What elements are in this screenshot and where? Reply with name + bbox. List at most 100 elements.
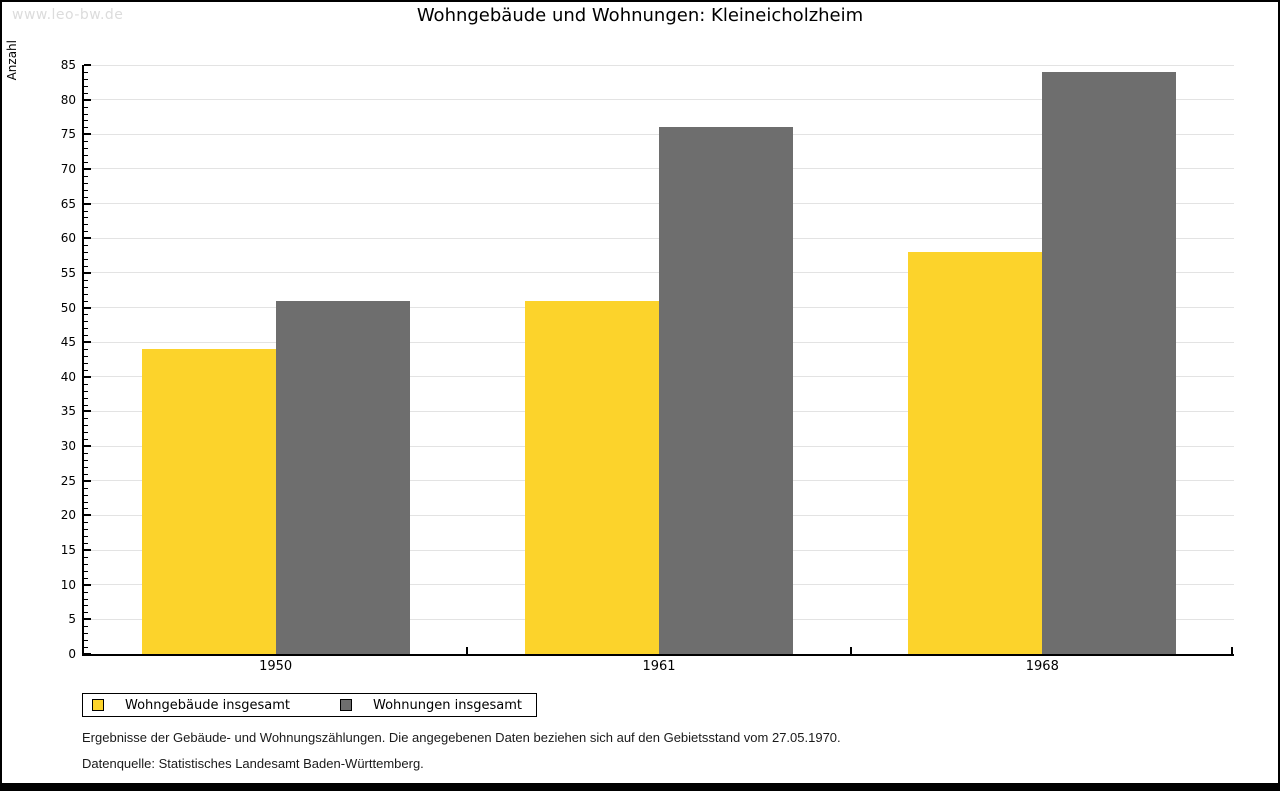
y-minor-tick (84, 626, 88, 628)
y-minor-tick (84, 127, 88, 129)
y-minor-tick (84, 92, 88, 94)
y-minor-tick (84, 404, 88, 406)
y-tick-label: 0 (68, 647, 76, 661)
y-minor-tick (84, 397, 88, 399)
legend-label-wohngebaeude: Wohngebäude insgesamt (125, 697, 290, 713)
y-minor-tick (84, 279, 88, 281)
y-major-tick (84, 618, 91, 621)
footnote-line-1: Ergebnisse der Gebäude- und Wohnungszähl… (82, 730, 841, 745)
gridline (84, 64, 1234, 66)
y-axis-label: Anzahl (5, 40, 19, 81)
x-tick (466, 647, 469, 654)
x-tick (849, 647, 852, 654)
y-tick-label: 25 (60, 473, 76, 488)
y-minor-tick (84, 335, 88, 337)
y-minor-tick (84, 224, 88, 226)
y-major-tick (84, 549, 91, 552)
y-minor-tick (84, 265, 88, 267)
legend-label-wohnungen: Wohnungen insgesamt (373, 697, 522, 713)
bar-wohnungen-1950 (275, 300, 410, 654)
footnote-line-2: Datenquelle: Statistisches Landesamt Bad… (82, 756, 424, 771)
y-tick-label: 85 (60, 58, 76, 72)
y-major-tick (84, 98, 91, 101)
y-minor-tick (84, 529, 88, 531)
y-major-tick (84, 341, 91, 344)
y-minor-tick (84, 286, 88, 288)
y-minor-tick (84, 120, 88, 122)
y-minor-tick (84, 425, 88, 427)
y-tick-label: 75 (60, 127, 76, 142)
x-tick-label: 1961 (642, 659, 676, 674)
y-major-tick (84, 306, 91, 309)
y-minor-tick (84, 383, 88, 385)
y-major-tick (84, 410, 91, 413)
bar-wohngebaeude-1968 (908, 252, 1043, 654)
y-minor-tick (84, 106, 88, 108)
y-major-tick (84, 514, 91, 517)
x-tick-label: 1968 (1025, 659, 1059, 674)
y-minor-tick (84, 369, 88, 371)
y-minor-tick (84, 487, 88, 489)
y-minor-tick (84, 314, 88, 316)
y-minor-tick (84, 71, 88, 73)
watermark: www.leo-bw.de (12, 7, 124, 23)
bar-wohngebaeude-1961 (525, 300, 659, 654)
y-major-tick (84, 133, 91, 136)
y-tick-label: 20 (60, 508, 76, 523)
y-major-tick (84, 375, 91, 378)
y-minor-tick (84, 633, 88, 635)
y-minor-tick (84, 459, 88, 461)
legend-swatch-wohnungen (340, 699, 352, 711)
y-minor-tick (84, 612, 88, 614)
y-major-tick (84, 237, 91, 240)
y-minor-tick (84, 245, 88, 247)
y-major-tick (84, 271, 91, 274)
y-minor-tick (84, 196, 88, 198)
legend-swatch-wohngebaeude (92, 699, 104, 711)
y-major-tick (84, 167, 91, 170)
y-minor-tick (84, 182, 88, 184)
y-minor-tick (84, 522, 88, 524)
y-tick-label: 10 (60, 577, 76, 592)
y-minor-tick (84, 328, 88, 330)
y-minor-tick (84, 563, 88, 565)
y-minor-tick (84, 570, 88, 572)
y-minor-tick (84, 300, 88, 302)
y-minor-tick (84, 418, 88, 420)
bar-wohnungen-1961 (659, 127, 793, 654)
y-major-tick (84, 202, 91, 205)
y-minor-tick (84, 556, 88, 558)
y-minor-tick (84, 591, 88, 593)
y-tick-label: 5 (68, 612, 76, 627)
y-tick-label: 40 (60, 369, 76, 384)
bar-wohngebaeude-1950 (141, 349, 276, 654)
y-minor-tick (84, 494, 88, 496)
bar-wohnungen-1968 (1042, 71, 1177, 654)
y-major-tick (84, 479, 91, 482)
chart-title: Wohngebäude und Wohnungen: Kleineicholzh… (416, 5, 864, 26)
y-minor-tick (84, 85, 88, 87)
y-tick-label: 65 (60, 196, 76, 211)
y-minor-tick (84, 210, 88, 212)
x-tick-label: 1950 (259, 659, 293, 674)
y-minor-tick (84, 217, 88, 219)
y-minor-tick (84, 577, 88, 579)
y-minor-tick (84, 155, 88, 157)
y-minor-tick (84, 356, 88, 358)
y-minor-tick (84, 259, 88, 261)
y-tick-label: 55 (60, 265, 76, 280)
y-major-tick (84, 445, 91, 448)
y-minor-tick (84, 536, 88, 538)
legend-item-wohnungen: Wohnungen insgesamt (340, 698, 522, 713)
y-minor-tick (84, 231, 88, 233)
y-minor-tick (84, 148, 88, 150)
y-minor-tick (84, 189, 88, 191)
y-tick-label: 30 (60, 439, 76, 454)
legend: Wohngebäude insgesamt Wohnungen insgesam… (82, 693, 537, 717)
y-minor-tick (84, 432, 88, 434)
y-minor-tick (84, 640, 88, 642)
legend-item-wohngebaeude: Wohngebäude insgesamt (92, 698, 290, 713)
y-minor-tick (84, 501, 88, 503)
plot-area: 0 5 10 15 20 25 30 35 40 45 50 55 60 65 70 75 80 85 1950 19… (61, 58, 1234, 674)
